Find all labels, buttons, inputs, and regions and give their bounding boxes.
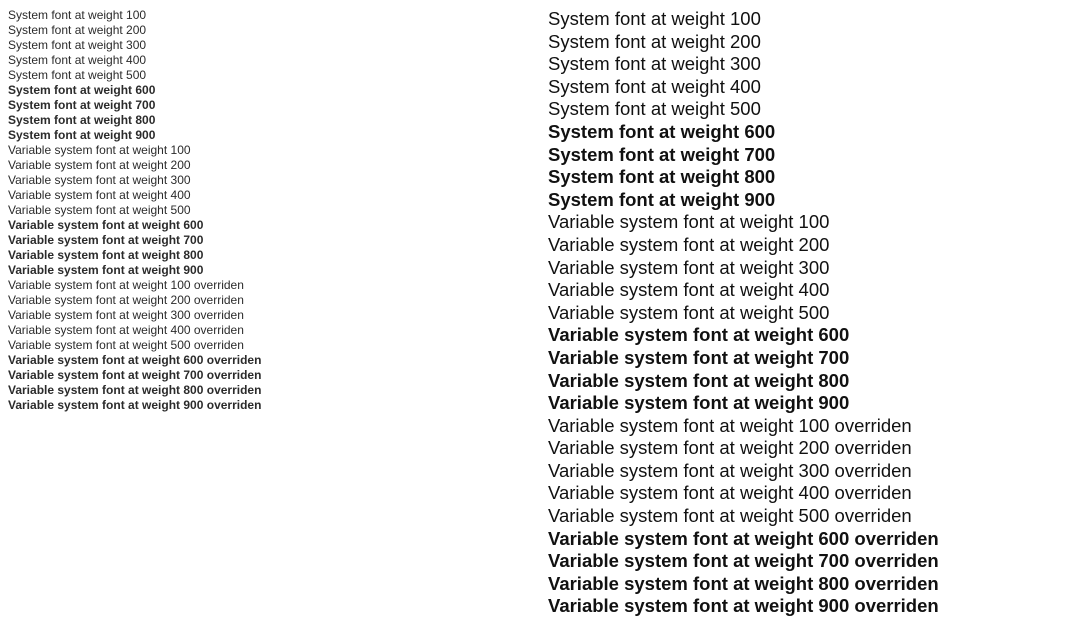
specimen-line-variable-overriden-200: Variable system font at weight 200 overr… — [8, 293, 548, 308]
specimen-line-system-800: System font at weight 800 — [8, 113, 548, 128]
specimen-line-system-200: System font at weight 200 — [8, 23, 548, 38]
specimen-line-variable-overriden-600: Variable system font at weight 600 overr… — [8, 353, 548, 368]
specimen-line-variable-300: Variable system font at weight 300 — [548, 257, 1058, 280]
specimen-line-variable-overriden-300: Variable system font at weight 300 overr… — [8, 308, 548, 323]
specimen-line-variable-600: Variable system font at weight 600 — [548, 324, 1058, 347]
specimen-line-variable-200: Variable system font at weight 200 — [8, 158, 548, 173]
specimen-line-variable-overriden-500: Variable system font at weight 500 overr… — [8, 338, 548, 353]
specimen-line-variable-300: Variable system font at weight 300 — [8, 173, 548, 188]
specimen-column-large: System font at weight 100System font at … — [548, 8, 1058, 618]
specimen-line-variable-overriden-500: Variable system font at weight 500 overr… — [548, 505, 1058, 528]
specimen-line-system-800: System font at weight 800 — [548, 166, 1058, 189]
specimen-line-variable-900: Variable system font at weight 900 — [8, 263, 548, 278]
specimen-line-system-600: System font at weight 600 — [548, 121, 1058, 144]
specimen-line-system-500: System font at weight 500 — [8, 68, 548, 83]
specimen-line-variable-overriden-800: Variable system font at weight 800 overr… — [548, 573, 1058, 596]
specimen-line-system-400: System font at weight 400 — [548, 76, 1058, 99]
specimen-line-variable-overriden-300: Variable system font at weight 300 overr… — [548, 460, 1058, 483]
specimen-line-variable-400: Variable system font at weight 400 — [8, 188, 548, 203]
specimen-line-variable-700: Variable system font at weight 700 — [8, 233, 548, 248]
specimen-line-variable-100: Variable system font at weight 100 — [8, 143, 548, 158]
specimen-line-variable-overriden-100: Variable system font at weight 100 overr… — [8, 278, 548, 293]
specimen-line-variable-overriden-900: Variable system font at weight 900 overr… — [548, 595, 1058, 618]
specimen-line-variable-overriden-600: Variable system font at weight 600 overr… — [548, 528, 1058, 551]
specimen-line-system-200: System font at weight 200 — [548, 31, 1058, 54]
specimen-line-variable-800: Variable system font at weight 800 — [548, 370, 1058, 393]
specimen-line-variable-overriden-400: Variable system font at weight 400 overr… — [8, 323, 548, 338]
specimen-line-variable-overriden-800: Variable system font at weight 800 overr… — [8, 383, 548, 398]
specimen-line-system-600: System font at weight 600 — [8, 83, 548, 98]
specimen-line-system-100: System font at weight 100 — [8, 8, 548, 23]
specimen-line-system-900: System font at weight 900 — [548, 189, 1058, 212]
specimen-column-small: System font at weight 100System font at … — [8, 8, 548, 413]
specimen-line-variable-overriden-700: Variable system font at weight 700 overr… — [8, 368, 548, 383]
specimen-line-variable-overriden-200: Variable system font at weight 200 overr… — [548, 437, 1058, 460]
font-weight-specimen: System font at weight 100System font at … — [0, 0, 1066, 618]
specimen-line-variable-800: Variable system font at weight 800 — [8, 248, 548, 263]
specimen-line-system-300: System font at weight 300 — [548, 53, 1058, 76]
specimen-line-variable-600: Variable system font at weight 600 — [8, 218, 548, 233]
specimen-line-system-400: System font at weight 400 — [8, 53, 548, 68]
specimen-line-variable-500: Variable system font at weight 500 — [548, 302, 1058, 325]
specimen-line-system-900: System font at weight 900 — [8, 128, 548, 143]
specimen-line-system-100: System font at weight 100 — [548, 8, 1058, 31]
specimen-line-system-700: System font at weight 700 — [8, 98, 548, 113]
specimen-line-variable-200: Variable system font at weight 200 — [548, 234, 1058, 257]
specimen-line-variable-500: Variable system font at weight 500 — [8, 203, 548, 218]
specimen-line-variable-overriden-900: Variable system font at weight 900 overr… — [8, 398, 548, 413]
specimen-line-variable-overriden-100: Variable system font at weight 100 overr… — [548, 415, 1058, 438]
specimen-line-variable-overriden-700: Variable system font at weight 700 overr… — [548, 550, 1058, 573]
specimen-line-system-500: System font at weight 500 — [548, 98, 1058, 121]
specimen-line-variable-400: Variable system font at weight 400 — [548, 279, 1058, 302]
specimen-line-system-700: System font at weight 700 — [548, 144, 1058, 167]
specimen-line-variable-700: Variable system font at weight 700 — [548, 347, 1058, 370]
specimen-line-system-300: System font at weight 300 — [8, 38, 548, 53]
specimen-line-variable-100: Variable system font at weight 100 — [548, 211, 1058, 234]
specimen-line-variable-overriden-400: Variable system font at weight 400 overr… — [548, 482, 1058, 505]
specimen-line-variable-900: Variable system font at weight 900 — [548, 392, 1058, 415]
